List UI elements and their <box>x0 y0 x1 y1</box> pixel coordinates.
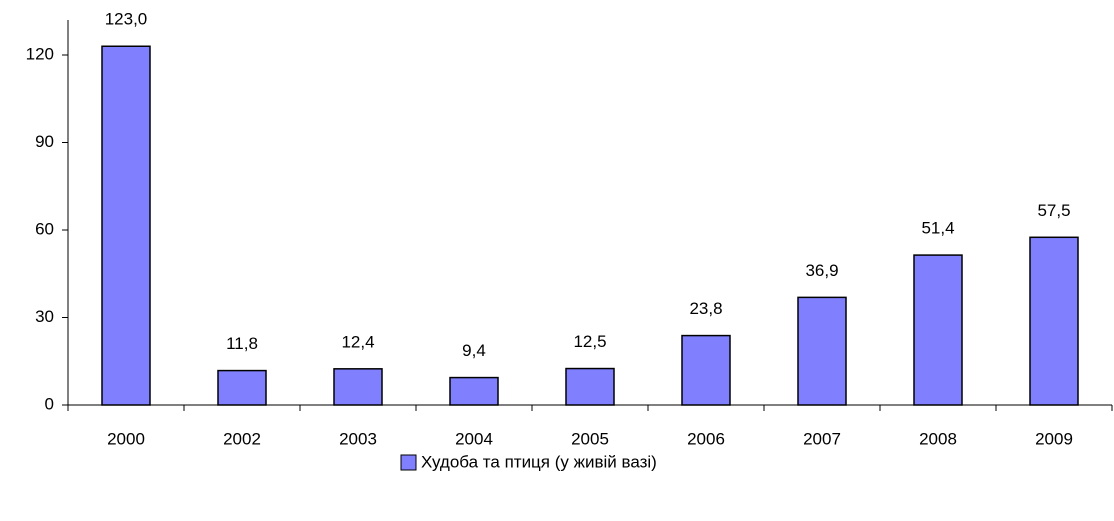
x-tick-label: 2002 <box>223 429 261 448</box>
value-label: 51,4 <box>921 219 954 238</box>
y-tick-label: 0 <box>45 394 54 413</box>
y-tick-label: 30 <box>35 307 54 326</box>
bar <box>681 334 731 406</box>
x-tick-label: 2009 <box>1035 429 1073 448</box>
value-label: 57,5 <box>1037 201 1070 220</box>
bar <box>449 376 499 406</box>
legend-swatch <box>400 454 417 471</box>
value-label: 36,9 <box>805 261 838 280</box>
bar <box>797 296 847 406</box>
bar <box>1029 236 1079 406</box>
bar <box>913 254 963 406</box>
value-label: 9,4 <box>462 341 486 360</box>
value-label: 23,8 <box>689 299 722 318</box>
x-tick-label: 2006 <box>687 429 725 448</box>
x-tick-label: 2000 <box>107 429 145 448</box>
y-tick-label: 60 <box>35 219 54 238</box>
bar <box>333 368 383 406</box>
value-label: 11,8 <box>226 334 258 353</box>
value-label: 12,5 <box>573 332 606 351</box>
x-tick-label: 2003 <box>339 429 377 448</box>
bar <box>565 367 615 406</box>
y-tick-label: 90 <box>35 132 54 151</box>
bar <box>217 369 267 406</box>
x-tick-label: 2005 <box>571 429 609 448</box>
legend-label: Худоба та птиця (у живій вазі) <box>421 452 657 471</box>
x-tick-label: 2004 <box>455 429 493 448</box>
bar <box>101 45 151 406</box>
y-tick-label: 120 <box>26 44 54 63</box>
value-label: 12,4 <box>341 332 374 351</box>
x-tick-label: 2007 <box>803 429 841 448</box>
x-tick-label: 2008 <box>919 429 957 448</box>
value-label: 123,0 <box>105 10 148 29</box>
